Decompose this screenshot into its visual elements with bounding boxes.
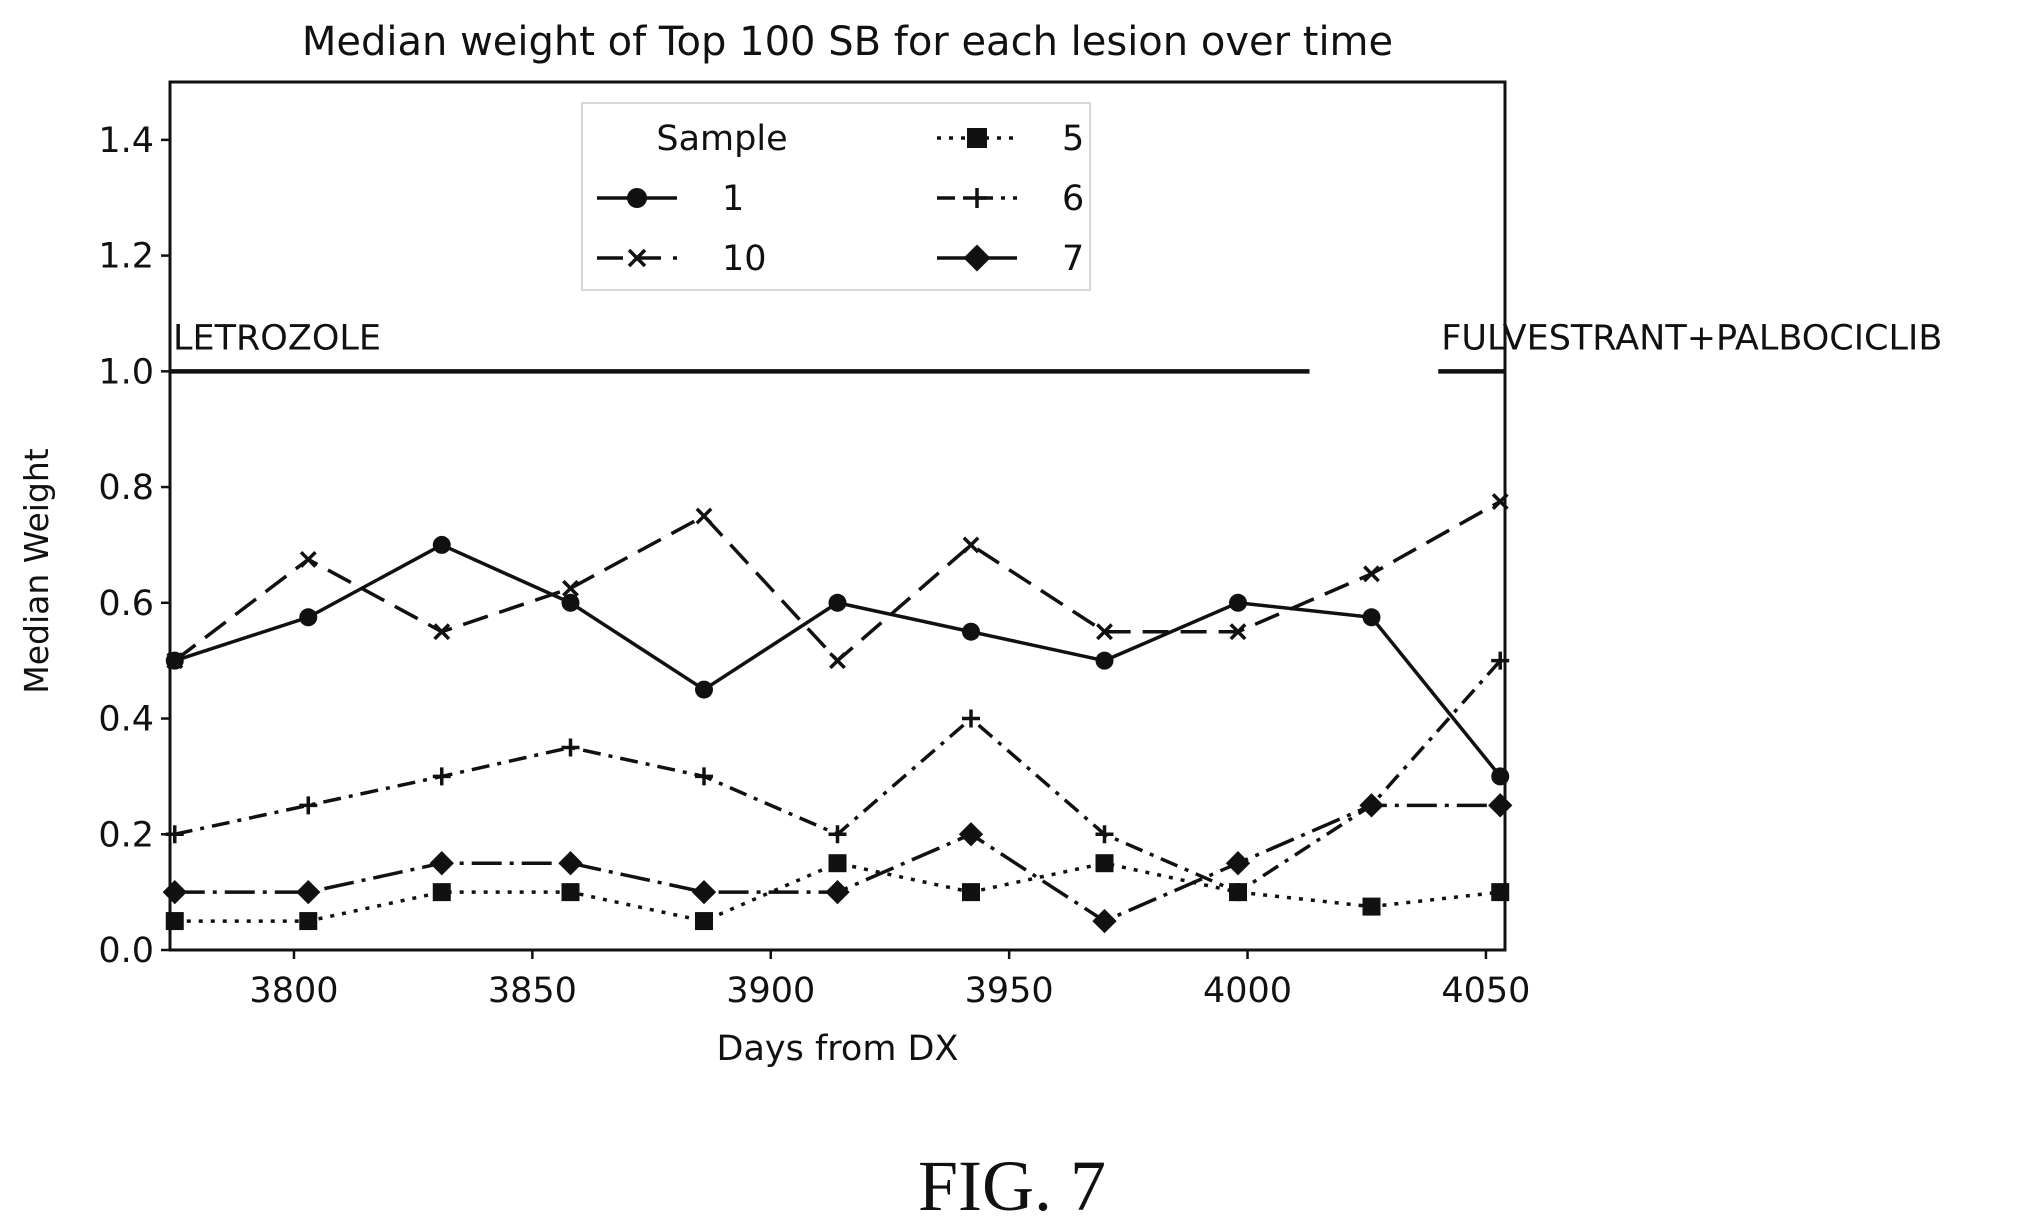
legend-title: Sample: [656, 119, 787, 159]
data-point-10: [166, 652, 184, 670]
data-point-1: [1491, 767, 1510, 786]
y-tick-label: 1.4: [98, 121, 154, 161]
data-point-5: [561, 883, 580, 902]
data-point-6: [1229, 883, 1247, 902]
y-axis-label: Median Weight: [17, 448, 56, 694]
x-tick-label: 3800: [249, 971, 338, 1011]
y-tick-label: 1.0: [98, 352, 154, 392]
treatment-label-1: LETROZOLE: [173, 318, 381, 358]
data-point-6: [561, 738, 580, 757]
data-point-6: [828, 825, 847, 844]
data-point-6: [165, 825, 184, 844]
data-point-6: [299, 796, 318, 815]
data-point-7: [558, 851, 583, 876]
y-tick-label: 0.8: [98, 468, 154, 508]
data-point-1: [1362, 608, 1381, 627]
data-point-10: [299, 550, 317, 568]
legend-marker-10: [627, 248, 647, 268]
legend-label-7: 7: [1062, 239, 1084, 279]
data-point-7: [1488, 793, 1513, 818]
legend-marker-5: [967, 128, 987, 148]
data-point-7: [825, 879, 850, 905]
data-point-5: [695, 912, 713, 931]
data-point-7: [1092, 908, 1117, 934]
data-point-1: [695, 680, 713, 699]
data-point-10: [1096, 623, 1113, 641]
data-point-5: [165, 912, 184, 931]
series-1: [165, 535, 1510, 786]
data-point-7: [296, 879, 321, 905]
legend-label-10: 10: [722, 239, 767, 279]
treatment-label-2: FULVESTRANT+PALBOCICLIB: [1441, 318, 1942, 358]
legend-marker-6: [967, 188, 987, 208]
legend-entry-10: 10: [597, 239, 767, 279]
y-tick-label: 0.6: [98, 584, 154, 624]
y-tick-label: 0.4: [98, 700, 154, 740]
data-point-10: [433, 623, 451, 641]
data-point-7: [958, 822, 984, 847]
series-5: [165, 854, 1510, 931]
y-tick-label: 0.2: [98, 815, 154, 855]
legend-label-6: 6: [1062, 179, 1084, 219]
legend-marker-1: [627, 188, 647, 208]
data-point-10: [962, 536, 980, 554]
data-point-5: [432, 883, 451, 902]
legend-entry-7: 7: [937, 239, 1084, 279]
data-point-1: [432, 535, 451, 554]
x-tick-label: 3850: [488, 971, 577, 1011]
data-point-5: [1095, 854, 1114, 873]
data-point-5: [828, 854, 847, 873]
data-point-10: [1363, 565, 1380, 583]
data-point-6: [432, 767, 451, 786]
data-point-7: [429, 851, 454, 876]
series-10: [166, 493, 1509, 670]
x-tick-label: 4000: [1203, 971, 1292, 1011]
data-point-5: [1491, 883, 1510, 902]
data-point-5: [962, 883, 980, 902]
data-point-5: [299, 912, 318, 931]
data-point-7: [1225, 851, 1251, 876]
data-point-10: [562, 579, 579, 597]
data-point-1: [561, 593, 580, 612]
data-point-10: [1491, 493, 1509, 510]
data-point-6: [1095, 825, 1114, 844]
x-tick-label: 4050: [1441, 971, 1530, 1011]
data-point-5: [1362, 897, 1381, 916]
data-point-1: [1229, 593, 1247, 612]
legend-entry-1: 1: [597, 179, 744, 219]
data-point-6: [962, 709, 980, 728]
legend-marker-7: [963, 244, 991, 272]
data-point-6: [1491, 651, 1510, 670]
legend-entry-5: 5: [937, 119, 1084, 159]
data-point-1: [299, 608, 318, 627]
data-point-10: [695, 507, 713, 525]
x-tick-label: 3900: [726, 971, 815, 1011]
y-tick-label: 0.0: [98, 931, 154, 971]
data-point-10: [1229, 623, 1247, 641]
series-7: [162, 793, 1513, 934]
figure-caption: FIG. 7: [918, 1146, 1106, 1226]
data-point-1: [828, 593, 847, 612]
data-point-6: [695, 767, 713, 786]
x-tick-label: 3950: [965, 971, 1054, 1011]
chart-title: Median weight of Top 100 SB for each les…: [302, 19, 1393, 65]
data-point-10: [829, 652, 846, 670]
x-axis-label: Days from DX: [717, 1029, 959, 1069]
data-point-1: [1095, 651, 1114, 670]
data-point-1: [962, 622, 980, 641]
plot-frame: [168, 80, 1507, 952]
legend-label-5: 5: [1062, 119, 1084, 159]
data-point-7: [1359, 793, 1384, 818]
y-tick-label: 1.2: [98, 237, 154, 277]
legend-entry-6: 6: [937, 179, 1084, 219]
data-point-7: [691, 879, 717, 905]
legend-label-1: 1: [722, 179, 744, 219]
data-point-7: [162, 879, 187, 905]
